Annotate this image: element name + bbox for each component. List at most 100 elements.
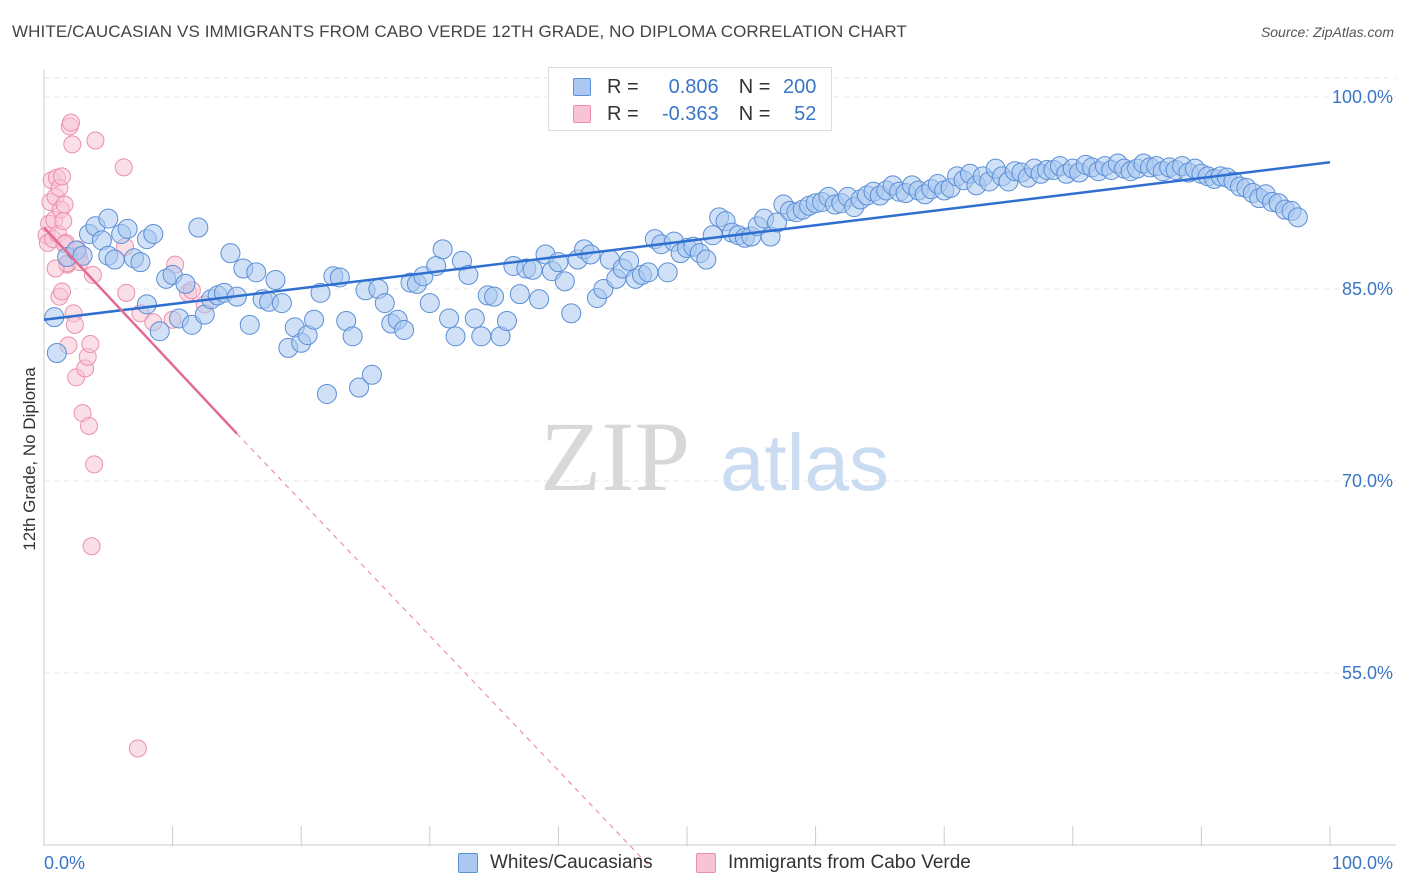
x-tick-label: 100.0% xyxy=(1332,853,1393,873)
bottom-legend-cabo-verde-label: Immigrants from Cabo Verde xyxy=(728,852,971,873)
bottom-legend-whites-label: Whites/Caucasians xyxy=(490,852,653,873)
y-tick-label: 55.0% xyxy=(1342,663,1393,683)
point-whites xyxy=(484,286,505,307)
point-cabo-verde xyxy=(65,315,84,334)
point-whites xyxy=(349,377,370,398)
bottom-legend-whites: Whites/Caucasians xyxy=(458,852,653,874)
point-cabo-verde xyxy=(114,158,133,177)
point-whites xyxy=(149,321,170,342)
y-tick-label: 85.0% xyxy=(1342,279,1393,299)
point-whites xyxy=(394,319,415,340)
point-whites xyxy=(657,262,678,283)
n-value: 200 xyxy=(783,75,817,98)
legend-swatch-cabo-verde xyxy=(573,105,591,123)
point-whites xyxy=(638,262,659,283)
n-label: N = xyxy=(738,75,771,98)
trend-line-whites xyxy=(43,161,1331,321)
x-tick-label: 0.0% xyxy=(44,853,85,873)
point-whites xyxy=(432,239,453,260)
watermark-atlas: atlas xyxy=(720,418,889,507)
point-cabo-verde xyxy=(46,259,65,278)
point-whites xyxy=(246,262,267,283)
n-label: N = xyxy=(738,102,771,125)
point-whites xyxy=(104,249,125,270)
point-cabo-verde xyxy=(62,113,81,132)
chart-title: WHITE/CAUCASIAN VS IMMIGRANTS FROM CABO … xyxy=(12,22,907,41)
source-label: Source: ZipAtlas.com xyxy=(1260,24,1394,40)
point-cabo-verde xyxy=(86,131,105,150)
point-cabo-verde xyxy=(80,416,99,435)
point-whites xyxy=(522,259,543,280)
point-whites xyxy=(220,243,241,264)
legend-row-cabo-verde: R = -0.363 N = 52 xyxy=(573,101,816,127)
point-whites xyxy=(374,293,395,314)
y-axis-label: 12th Grade, No Diploma xyxy=(20,367,39,551)
stats-legend: R = 0.806 N = 200 R = -0.363 N = 52 xyxy=(548,67,832,131)
point-whites xyxy=(304,309,325,330)
bottom-swatch-cabo-verde xyxy=(696,853,716,873)
point-whites xyxy=(767,212,788,233)
point-cabo-verde xyxy=(63,135,82,154)
legend-swatch-whites xyxy=(573,78,591,96)
legend-row-whites: R = 0.806 N = 200 xyxy=(573,74,816,100)
point-whites xyxy=(239,314,260,335)
point-whites xyxy=(342,326,363,347)
point-whites xyxy=(117,218,138,239)
point-cabo-verde xyxy=(85,455,104,474)
point-whites xyxy=(554,271,575,292)
point-whites xyxy=(265,270,286,291)
point-whites xyxy=(175,273,196,294)
point-cabo-verde xyxy=(83,265,102,284)
point-whites xyxy=(696,249,717,270)
point-whites xyxy=(471,326,492,347)
point-cabo-verde xyxy=(53,167,72,186)
point-whites xyxy=(439,308,460,329)
point-whites xyxy=(419,293,440,314)
trend-line-cabo-verde xyxy=(43,226,238,435)
point-whites xyxy=(98,208,119,229)
point-cabo-verde xyxy=(55,195,74,214)
r-label: R = xyxy=(607,75,639,98)
point-whites xyxy=(143,223,164,244)
trend-lines xyxy=(43,161,1331,866)
point-whites xyxy=(619,250,640,271)
point-whites xyxy=(188,217,209,238)
watermark-zip: ZIP xyxy=(540,401,690,512)
point-whites xyxy=(310,282,331,303)
point-whites xyxy=(561,303,582,324)
bottom-swatch-whites xyxy=(458,853,478,873)
tick-labels: 55.0% 70.0% 85.0% 100.0% 0.0% 100.0% xyxy=(44,87,1393,873)
point-whites xyxy=(529,289,550,310)
point-whites xyxy=(361,364,382,385)
point-cabo-verde xyxy=(54,212,73,231)
bottom-legend-cabo-verde: Immigrants from Cabo Verde xyxy=(696,852,971,874)
point-cabo-verde xyxy=(81,335,100,354)
point-whites xyxy=(46,343,67,363)
series-cabo-verde xyxy=(37,113,214,758)
r-value: -0.363 xyxy=(661,102,719,125)
r-value: 0.806 xyxy=(668,75,719,98)
point-whites xyxy=(458,264,479,285)
point-whites xyxy=(464,308,485,329)
y-tick-label: 100.0% xyxy=(1332,87,1393,107)
series-whites xyxy=(44,153,1308,404)
point-whites xyxy=(271,293,292,314)
point-whites xyxy=(702,225,723,246)
watermark: ZIP atlas xyxy=(540,401,889,512)
point-whites xyxy=(72,245,93,266)
point-cabo-verde xyxy=(128,739,147,758)
y-tick-label: 70.0% xyxy=(1342,471,1393,491)
n-value: 52 xyxy=(794,102,817,125)
point-whites xyxy=(509,284,530,305)
point-whites xyxy=(316,383,337,404)
point-whites xyxy=(496,311,517,331)
point-whites xyxy=(1287,207,1308,228)
point-whites xyxy=(136,294,157,315)
point-cabo-verde xyxy=(117,283,136,302)
point-cabo-verde xyxy=(53,282,72,301)
point-whites xyxy=(130,252,151,273)
point-cabo-verde xyxy=(82,537,101,556)
point-whites xyxy=(445,326,466,347)
r-label: R = xyxy=(607,102,639,125)
